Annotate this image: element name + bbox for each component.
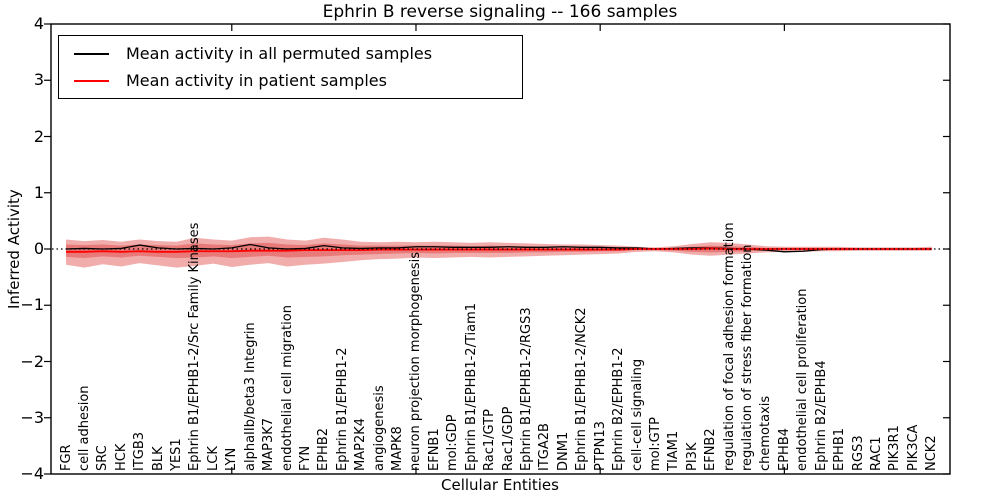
x-tick-label: RGS3 xyxy=(850,435,866,471)
legend-label-permuted: Mean activity in all permuted samples xyxy=(126,44,433,63)
x-tick-label: Ephrin B1/EPHB1-2/RGS3 xyxy=(519,307,534,471)
chart-title: Ephrin B reverse signaling -- 166 sample… xyxy=(322,2,678,22)
x-tick-label: MAPK8 xyxy=(390,426,406,471)
x-tick-label: RAC1 xyxy=(868,436,884,471)
y-tick-label: 3 xyxy=(33,70,44,90)
x-tick-label: regulation of stress fiber formation xyxy=(740,244,756,471)
x-tick-label: FYN xyxy=(297,445,313,471)
x-tick-label: Ephrin B2/EPHB4 xyxy=(813,360,829,471)
x-tick-label: NCK2 xyxy=(924,435,940,471)
legend-label-patient: Mean activity in patient samples xyxy=(126,71,387,90)
legend-box: Mean activity in all permuted samples Me… xyxy=(58,35,523,99)
x-tick-label: Rac1/GTP xyxy=(482,409,498,471)
x-tick-label: cell-cell signaling xyxy=(629,358,645,471)
x-tick-label: Ephrin B2/EPHB1-2 xyxy=(611,347,627,471)
legend-item-patient: Mean activity in patient samples xyxy=(59,71,522,90)
x-tick-label: BLK xyxy=(150,446,166,471)
y-tick-label: −2 xyxy=(20,351,44,371)
y-tick-label: −3 xyxy=(20,407,44,427)
x-tick-label: Ephrin B1/EPHB1-2 xyxy=(334,347,350,471)
x-tick-label: MAP2K4 xyxy=(353,417,369,471)
x-tick-label: neuron projection morphogenesis xyxy=(408,252,424,471)
x-tick-label: Ephrin B1/EPHB1-2/NCK2 xyxy=(574,307,590,471)
x-tick-label: HCK xyxy=(113,443,129,471)
x-tick-label: Ephrin B1/EPHB1-2/Src Family Kinases xyxy=(187,222,203,471)
x-tick-label: EFNB2 xyxy=(703,428,719,471)
x-tick-label: FGR xyxy=(58,444,74,471)
x-tick-label: EPHB2 xyxy=(316,427,332,471)
x-tick-label: TIAM1 xyxy=(666,430,682,471)
x-tick-label: alphaIIb/beta3 Integrin xyxy=(242,322,258,471)
x-tick-label: YES1 xyxy=(169,438,185,471)
x-tick-label: SRC xyxy=(95,445,111,471)
x-tick-label: endothelial cell proliferation xyxy=(795,288,811,472)
x-tick-label: PIK3CA xyxy=(905,424,921,471)
x-tick-label: ITGA2B xyxy=(537,423,553,471)
y-tick-label: −1 xyxy=(20,295,44,315)
x-tick-label: chemotaxis xyxy=(758,395,774,471)
x-tick-label: endothelial cell migration xyxy=(279,305,295,471)
x-tick-label: angiogenesis xyxy=(371,385,387,471)
x-tick-label: cell adhesion xyxy=(76,385,92,471)
x-tick-label: mol:GTP xyxy=(647,417,663,471)
y-tick-label: 1 xyxy=(33,182,44,202)
line-layer xyxy=(52,243,949,253)
x-tick-label: regulation of focal adhesion formation xyxy=(721,222,737,471)
x-tick-label: Rac1/GDP xyxy=(500,406,516,471)
y-tick-label: 0 xyxy=(33,239,44,258)
x-tick-label: PTPN13 xyxy=(592,421,608,471)
x-tick-label: PI3K xyxy=(684,442,700,471)
y-tick-label: 4 xyxy=(33,14,44,33)
x-tick-label: PIK3R1 xyxy=(887,425,903,471)
x-tick-label: EFNB1 xyxy=(426,428,442,471)
x-tick-label: Ephrin B1/EPHB1-2/Tiam1 xyxy=(463,302,479,471)
permuted-line-swatch xyxy=(74,52,109,55)
x-tick-label: DNM1 xyxy=(555,431,571,471)
legend-item-permuted: Mean activity in all permuted samples xyxy=(59,44,522,63)
x-tick-label: ITGB3 xyxy=(132,431,148,471)
outer-permutation-band xyxy=(66,236,932,268)
x-tick-label: LYN xyxy=(224,447,240,471)
x-tick-label: LCK xyxy=(205,446,221,471)
y-tick-label: −4 xyxy=(20,464,44,483)
patient-line-swatch xyxy=(74,79,109,82)
axes-frame-layer xyxy=(44,23,951,475)
x-axis-label: Cellular Entities xyxy=(441,476,559,494)
x-tick-label: MAP3K7 xyxy=(261,417,277,471)
y-tick-label: 2 xyxy=(33,126,44,146)
x-tick-label: EPHB4 xyxy=(776,427,792,471)
x-tick-label: mol:GDP xyxy=(445,414,461,471)
x-tick-label: EPHB1 xyxy=(832,427,848,471)
